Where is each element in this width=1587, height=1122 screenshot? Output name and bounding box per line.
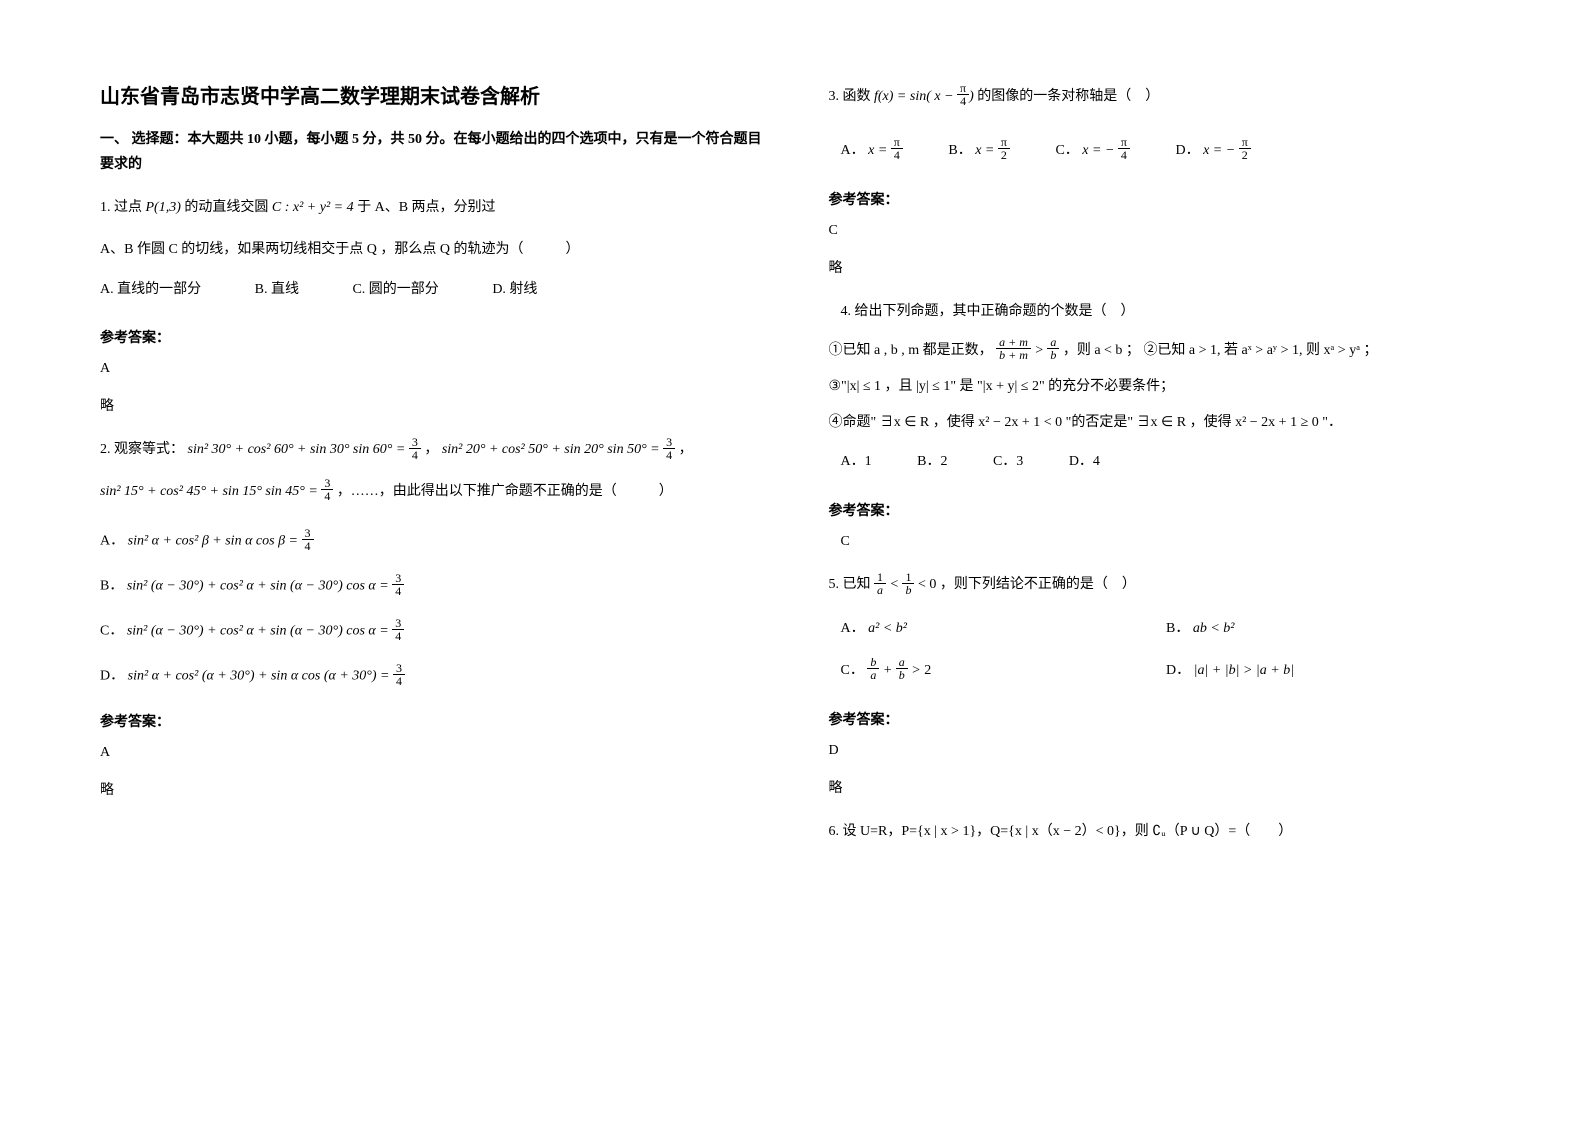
q2-optC: sin² (α − 30°) + cos² α + sin (α − 30°) …: [127, 623, 392, 638]
q2-optB: sin² (α − 30°) + cos² α + sin (α − 30°) …: [127, 578, 392, 593]
q5-ans: D: [829, 743, 1498, 759]
q4-p4: ④命题" ∃x ∈ R ，使得 x² − 2x + 1 < 0 "的否定是" ∃…: [829, 409, 1498, 437]
q1-note: 略: [100, 395, 769, 415]
q5-optC-pre: C．: [841, 663, 864, 678]
q2-optA-pre: A．: [100, 533, 124, 548]
q1-point: P(1,3): [146, 200, 181, 215]
q4-p1b: ，则 a < b ；: [1063, 343, 1140, 358]
question-3: 3. 函数 f(x) = sin( x − π4) 的图像的一条对称轴是（ ） …: [829, 80, 1498, 167]
q4-p2: ②已知 a > 1, 若 aˣ > aʸ > 1, 则 xᵃ > yᵃ ；: [1143, 343, 1377, 358]
q2-eq3: sin² 15° + cos² 45° + sin 15° sin 45° =: [100, 484, 321, 499]
q2-ans-head: 参考答案：: [100, 711, 769, 731]
q3-func: f(x) = sin( x −: [874, 89, 957, 104]
q3-note: 略: [829, 257, 1498, 277]
q2-optD: sin² α + cos² (α + 30°) + sin α cos (α +…: [128, 668, 393, 683]
q4-optD: D．4: [1069, 445, 1100, 479]
q3-optC-lhs: x = −: [1082, 143, 1118, 158]
q3-prefix: 3. 函数: [829, 89, 875, 104]
q5-optA-pre: A．: [841, 621, 865, 636]
q3-ans: C: [829, 223, 1498, 239]
q6-text: 6. 设 U=R，P={x | x > 1}，Q={x | x（x − 2）< …: [829, 815, 1498, 849]
q1-optB: B. 直线: [255, 275, 299, 306]
q2-tail: ，……，由此得出以下推广命题不正确的是（ ）: [337, 484, 673, 499]
q3-optA-lhs: x =: [868, 143, 891, 158]
question-4: 4. 给出下列命题，其中正确命题的个数是（ ） ①已知 a , b , m 都是…: [829, 295, 1498, 478]
q5-note: 略: [829, 777, 1498, 797]
q3-tail: 的图像的一条对称轴是（ ）: [977, 89, 1159, 104]
q4-ans-head: 参考答案：: [829, 500, 1498, 520]
q2-prefix: 2. 观察等式：: [100, 442, 184, 457]
q5-optD-pre: D．: [1166, 663, 1190, 678]
q1-mid2: 于 A、B 两点，分别过: [357, 200, 495, 215]
question-2: 2. 观察等式： sin² 30° + cos² 60° + sin 30° s…: [100, 433, 769, 688]
q1-prefix: 1. 过点: [100, 200, 142, 215]
q2-optB-pre: B．: [100, 578, 123, 593]
q4-optB: B．2: [917, 445, 947, 479]
q5-tail: < 0 ，则下列结论不正确的是（ ）: [918, 577, 1136, 592]
section-header: 一、 选择题：本大题共 10 小题，每小题 5 分，共 50 分。在每小题给出的…: [100, 127, 769, 177]
q1-optC: C. 圆的一部分: [352, 275, 438, 306]
q3-optC-pre: C．: [1055, 143, 1078, 158]
q4-ans: C: [841, 534, 1498, 550]
question-5: 5. 已知 1a < 1b < 0 ，则下列结论不正确的是（ ） A． a² <…: [829, 568, 1498, 687]
q1-optA: A. 直线的一部分: [100, 275, 201, 306]
q2-eq2: sin² 20° + cos² 50° + sin 20° sin 50° =: [442, 442, 663, 457]
q3-optB-pre: B．: [948, 143, 971, 158]
q4-optC: C．3: [993, 445, 1023, 479]
q1-circle: C : x² + y² = 4: [272, 200, 354, 215]
q3-optD-pre: D．: [1175, 143, 1199, 158]
q5-optA: a² < b²: [868, 621, 907, 636]
page-title: 山东省青岛市志贤中学高二数学理期末试卷含解析: [100, 80, 769, 109]
q5-ans-head: 参考答案：: [829, 709, 1498, 729]
q1-line2: A、B 作圆 C 的切线，如果两切线相交于点 Q ，那么点 Q 的轨迹为（ ）: [100, 233, 769, 267]
q1-mid1: 的动直线交圆: [184, 200, 272, 215]
question-1: 1. 过点 P(1,3) 的动直线交圆 C : x² + y² = 4 于 A、…: [100, 191, 769, 305]
q5-optB-pre: B．: [1166, 621, 1189, 636]
q2-optA: sin² α + cos² β + sin α cos β =: [128, 533, 302, 548]
q2-optC-pre: C．: [100, 623, 123, 638]
q4-p1a: ①已知 a , b , m 都是正数，: [829, 343, 993, 358]
q2-ans: A: [100, 745, 769, 761]
q5-optB: ab < b²: [1193, 621, 1235, 636]
q5-optD: |a| + |b| > |a + b|: [1194, 663, 1294, 678]
q3-optA-pre: A．: [841, 143, 865, 158]
q4-optA: A．1: [841, 445, 872, 479]
q2-note: 略: [100, 779, 769, 799]
q1-ans: A: [100, 361, 769, 377]
q1-optD: D. 射线: [492, 275, 537, 306]
q3-ans-head: 参考答案：: [829, 189, 1498, 209]
q2-optD-pre: D．: [100, 668, 124, 683]
q4-stem: 4. 给出下列命题，其中正确命题的个数是（ ）: [841, 295, 1498, 329]
q5-prefix: 5. 已知: [829, 577, 875, 592]
question-6: 6. 设 U=R，P={x | x > 1}，Q={x | x（x − 2）< …: [829, 815, 1498, 849]
q1-ans-head: 参考答案：: [100, 327, 769, 347]
q4-p3: ③"|x| ≤ 1 ，且 |y| ≤ 1" 是 "|x + y| ≤ 2" 的充…: [829, 373, 1498, 401]
q2-eq1: sin² 30° + cos² 60° + sin 30° sin 60° =: [188, 442, 409, 457]
